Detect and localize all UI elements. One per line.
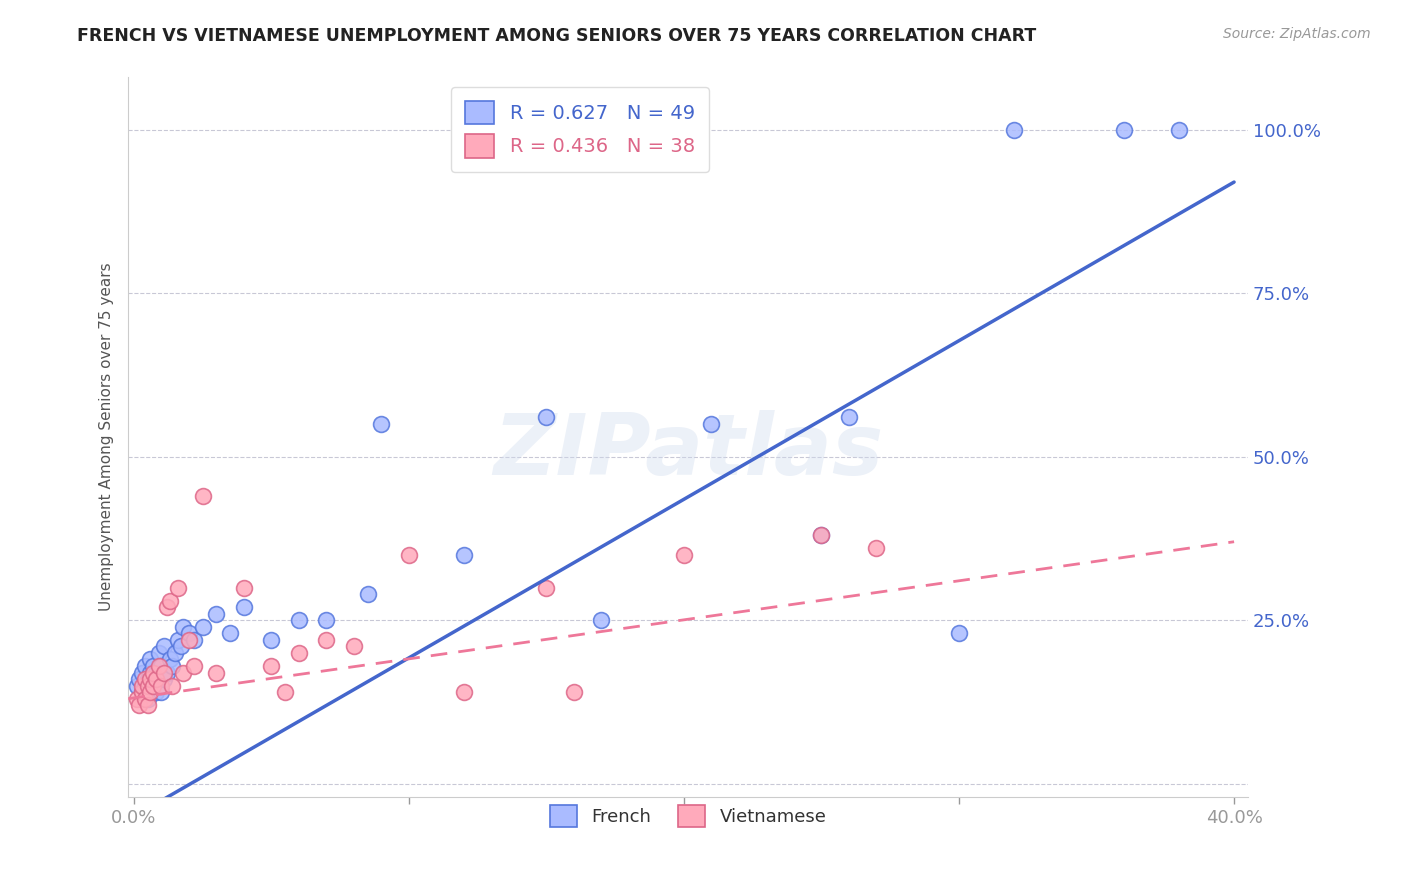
Text: Source: ZipAtlas.com: Source: ZipAtlas.com (1223, 27, 1371, 41)
Point (562, 685, 585, 699)
Point (166, 632, 188, 647)
Point (169, 640, 191, 654)
Point (700, 417, 723, 431)
Point (148, 679, 170, 693)
Text: FRENCH VS VIETNAMESE UNEMPLOYMENT AMONG SENIORS OVER 75 YEARS CORRELATION CHART: FRENCH VS VIETNAMESE UNEMPLOYMENT AMONG … (77, 27, 1036, 45)
Point (150, 685, 173, 699)
Point (288, 646, 311, 660)
Point (219, 626, 242, 640)
Point (166, 581, 188, 595)
Point (134, 672, 156, 686)
Point (142, 659, 165, 673)
Point (131, 685, 153, 699)
Point (232, 600, 254, 615)
Point (172, 665, 194, 680)
Point (125, 691, 148, 706)
Point (131, 679, 153, 693)
Point (1168, 122, 1191, 136)
Point (134, 691, 156, 706)
Point (172, 620, 194, 634)
Point (136, 698, 159, 713)
Point (128, 672, 150, 686)
Point (865, 541, 887, 556)
Point (153, 640, 176, 654)
Point (356, 587, 378, 601)
Point (153, 672, 176, 686)
Point (136, 691, 159, 706)
Legend: French, Vietnamese: French, Vietnamese (543, 798, 834, 835)
Point (948, 626, 970, 640)
Point (145, 665, 167, 680)
Point (139, 665, 162, 680)
Point (162, 679, 184, 693)
Point (142, 679, 165, 693)
Point (156, 665, 179, 680)
Point (139, 652, 162, 666)
Point (810, 528, 832, 542)
Point (139, 685, 162, 699)
Point (177, 632, 200, 647)
Point (315, 613, 337, 627)
Point (148, 659, 170, 673)
Point (260, 659, 283, 673)
Point (150, 659, 173, 673)
Point (142, 679, 165, 693)
Point (260, 632, 283, 647)
Point (1002, 122, 1025, 136)
Point (183, 632, 205, 647)
Point (148, 646, 170, 660)
Point (139, 685, 162, 699)
Point (145, 672, 167, 686)
Point (205, 665, 228, 680)
Point (315, 632, 337, 647)
Point (591, 613, 613, 627)
Point (134, 679, 156, 693)
Point (453, 548, 475, 562)
Point (183, 659, 205, 673)
Point (398, 548, 420, 562)
Point (128, 698, 150, 713)
Point (343, 640, 366, 654)
Point (153, 665, 176, 680)
Point (131, 665, 153, 680)
Text: ZIPatlas: ZIPatlas (494, 410, 883, 493)
Point (370, 417, 392, 431)
Point (150, 679, 173, 693)
Point (159, 593, 181, 607)
Point (274, 685, 297, 699)
Point (536, 410, 558, 425)
Point (163, 646, 186, 660)
Point (838, 410, 860, 425)
Point (672, 548, 695, 562)
Point (191, 620, 214, 634)
Point (156, 600, 179, 615)
Point (139, 672, 162, 686)
Point (177, 626, 200, 640)
Point (136, 679, 159, 693)
Point (191, 489, 214, 503)
Point (288, 613, 311, 627)
Y-axis label: Unemployment Among Seniors over 75 years: Unemployment Among Seniors over 75 years (100, 263, 114, 611)
Point (159, 652, 181, 666)
Point (1112, 122, 1135, 136)
Point (136, 672, 159, 686)
Point (134, 659, 156, 673)
Point (145, 685, 167, 699)
Point (162, 659, 184, 673)
Point (131, 685, 153, 699)
Point (453, 685, 475, 699)
Point (536, 581, 558, 595)
Point (125, 679, 148, 693)
Point (205, 607, 228, 621)
Point (232, 581, 254, 595)
Point (142, 665, 165, 680)
Point (810, 528, 832, 542)
